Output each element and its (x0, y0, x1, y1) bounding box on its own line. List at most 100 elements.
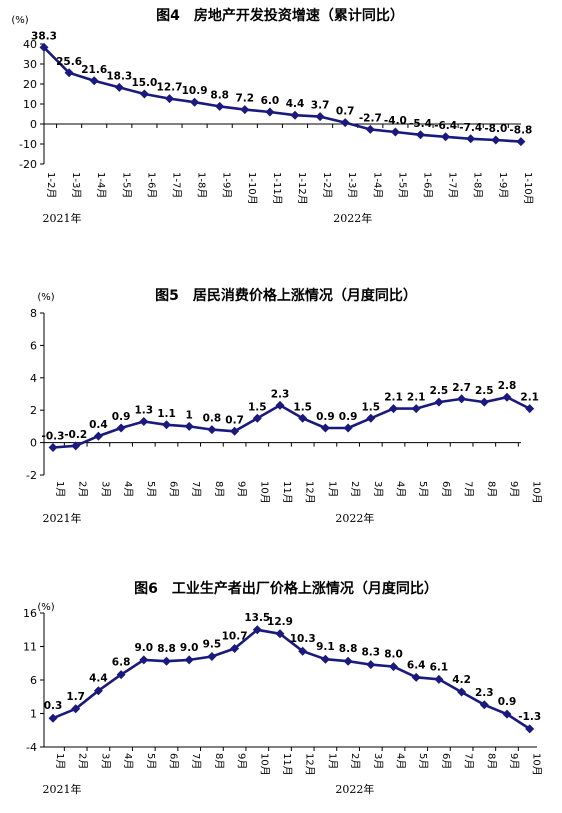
data-point (275, 629, 285, 639)
data-label: 2.1 (520, 392, 539, 404)
y-tick-label: 16 (23, 607, 37, 620)
data-label: 9.0 (134, 642, 153, 654)
data-point (165, 94, 174, 104)
data-point (240, 105, 250, 115)
data-label: -2.7 (359, 112, 382, 124)
x-tick-label: 3月 (372, 753, 384, 769)
data-point (491, 135, 501, 145)
data-label: -8.8 (509, 125, 532, 137)
data-point (479, 700, 489, 710)
x-tick-label: 3月 (372, 481, 384, 497)
x-group-label: 2021年 (43, 782, 82, 796)
x-group-label: 2022年 (335, 511, 374, 525)
x-tick-label: 1月 (54, 753, 66, 769)
x-tick-label: 1-11月 (271, 172, 283, 205)
data-label: 9.5 (203, 639, 222, 651)
data-label: 2.3 (475, 687, 494, 699)
x-tick-label: 1-4月 (371, 172, 383, 198)
data-point (457, 394, 467, 404)
y-tick-label: 6 (30, 674, 37, 687)
chart-cpi: 图5 居民消费价格上涨情况（月度同比） (%) 8 6 4 2 0 -2 1月 2月 3月 4月 5月 6… (0, 283, 562, 533)
x-tick-label: 5月 (145, 481, 157, 497)
data-label: 1.5 (248, 401, 267, 413)
data-label: 1.7 (66, 691, 85, 703)
series-line (52, 395, 531, 449)
data-label: 15.0 (131, 77, 157, 89)
data-label: 8.0 (384, 649, 403, 661)
data-point (215, 101, 225, 111)
data-label: 6.1 (430, 661, 449, 673)
x-tick-label: 9月 (508, 753, 520, 769)
x-tick-label: 1-6月 (422, 172, 434, 198)
data-point (230, 426, 240, 436)
data-point (416, 130, 425, 140)
data-label: -1.3 (518, 711, 541, 723)
data-label: 1.3 (134, 405, 153, 417)
data-label: -8.0 (484, 123, 507, 135)
data-point (207, 652, 217, 662)
chart-title: 图4 房地产开发投资增速（累计同比） (156, 7, 404, 24)
data-point (516, 137, 526, 147)
data-point (184, 655, 194, 665)
data-point (116, 423, 126, 433)
x-tick-label: 10月 (258, 481, 270, 504)
data-point (93, 686, 103, 696)
x-tick-label: 1月 (326, 481, 338, 497)
data-label: 3.7 (311, 100, 330, 112)
data-point (116, 670, 126, 680)
x-tick-label: 1-8月 (196, 172, 208, 198)
data-label: 8.8 (157, 643, 176, 655)
chart-svg-6: 图6 工业生产者出厂价格上涨情况（月度同比） (%)16 11 6 1 -4 1月 2月 3月 4… (23, 580, 543, 796)
x-tick-label: 8月 (485, 753, 497, 769)
data-label: -0.3 (42, 430, 65, 442)
x-tick-label: 2月 (349, 753, 361, 769)
data-label: 9.1 (316, 641, 335, 653)
data-point (411, 672, 421, 682)
x-tick-label: 4月 (122, 481, 134, 497)
data-label: -0.2 (64, 429, 87, 441)
x-tick-label: 11月 (281, 753, 293, 776)
data-label: 2.3 (271, 388, 290, 400)
data-point (252, 413, 262, 423)
chart-title: 图5 居民消费价格上涨情况（月度同比） (155, 287, 417, 304)
x-tick-label: 1-7月 (171, 172, 183, 198)
data-point (190, 97, 200, 107)
chart-svg-5: 图5 居民消费价格上涨情况（月度同比） (%)8 6 4 2 0 -2 1月 2月 3月 4月 5月 6… (26, 287, 543, 525)
data-point (265, 107, 275, 117)
data-point (39, 42, 49, 52)
x-tick-label: 6月 (440, 753, 452, 769)
x-tick-label: 5月 (145, 753, 157, 769)
x-tick-label: 1-2月 (321, 172, 333, 198)
data-point (525, 404, 535, 414)
data-point (298, 413, 308, 423)
x-tick-label: 7月 (463, 481, 475, 497)
x-tick-label: 1月 (326, 753, 338, 769)
data-point (343, 423, 353, 433)
data-label: 4.4 (286, 98, 305, 110)
data-point (366, 660, 376, 670)
x-tick-label: 1月 (54, 481, 66, 497)
data-label: 2.5 (430, 385, 449, 397)
data-label: 10.9 (182, 85, 208, 97)
data-label: 2.1 (407, 392, 426, 404)
x-tick-label: 2月 (77, 753, 89, 769)
data-label: 0.4 (89, 419, 108, 431)
x-tick-label: 7月 (463, 753, 475, 769)
x-tick-label: 5月 (417, 753, 429, 769)
chart-ppi: 图6 工业生产者出厂价格上涨情况（月度同比） (%) 16 11 6 1 -4 1月 2月 3月 4… (0, 573, 562, 813)
x-group-label: 2021年 (43, 211, 82, 225)
data-point (93, 431, 103, 441)
y-tick-label: -2 (26, 469, 37, 482)
data-point (230, 644, 240, 654)
data-label: 2.5 (475, 385, 494, 397)
data-label: 1.5 (293, 401, 312, 413)
data-point (315, 112, 325, 122)
data-label: 8.3 (361, 647, 380, 659)
data-label: 9.0 (180, 642, 199, 654)
data-label: 12.7 (157, 82, 183, 94)
data-point (525, 724, 535, 734)
data-label: 0.3 (44, 700, 63, 712)
data-label: 8.8 (339, 643, 358, 655)
data-label: 12.9 (267, 616, 293, 628)
x-tick-label: 6月 (168, 753, 180, 769)
